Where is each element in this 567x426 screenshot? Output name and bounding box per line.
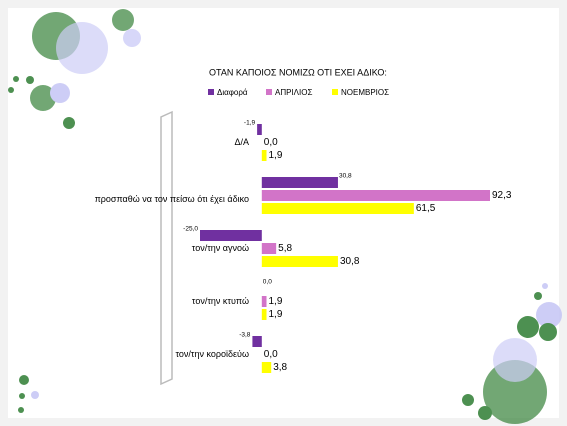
legend-swatch <box>266 89 272 95</box>
bar <box>261 243 277 254</box>
value-label: 1,9 <box>269 150 283 161</box>
legend-swatch <box>332 89 338 95</box>
legend-swatch <box>208 89 214 95</box>
value-label: 61,5 <box>416 203 436 214</box>
value-label: 30,8 <box>339 173 352 180</box>
legend-label: ΝΟΕΜΒΡΙΟΣ <box>341 88 389 97</box>
value-label: 1,9 <box>269 296 283 307</box>
bar <box>261 362 272 373</box>
decoration <box>8 9 562 424</box>
value-label: 0,0 <box>263 279 272 286</box>
bar <box>261 190 490 201</box>
legend-label: ΑΠΡΙΛΙΟΣ <box>275 88 312 97</box>
value-label: 0,0 <box>264 137 278 148</box>
value-label: 1,9 <box>269 309 283 320</box>
chart-title: ΟΤΑΝ ΚΑΠΟΙΟΣ ΝΟΜΙΖΩ ΟΤΙ ΕΧΕΙ ΑΔΙΚΟ: <box>209 67 387 77</box>
category-label: τον/την κτυπώ <box>192 296 249 306</box>
legend-label: Διαφορά <box>217 88 248 97</box>
category-label: Δ/Α <box>234 137 249 147</box>
bar <box>200 230 262 241</box>
category-label: προσπαθώ να τον πείσω ότι έχει άδικο <box>95 194 249 204</box>
category-label: τον/την αγνοώ <box>192 243 249 253</box>
value-label: 92,3 <box>492 190 512 201</box>
bar <box>261 177 338 188</box>
category-label: τον/την κοροϊδεύω <box>176 349 250 359</box>
bar <box>261 309 267 320</box>
bar <box>261 256 338 267</box>
value-label: -25,0 <box>183 226 198 233</box>
bar <box>257 124 262 135</box>
bar <box>261 203 414 214</box>
bar <box>261 150 267 161</box>
value-label: 5,8 <box>278 243 292 254</box>
value-label: -1,9 <box>244 120 256 127</box>
bar <box>252 336 262 347</box>
value-label: 30,8 <box>340 256 360 267</box>
bracket <box>160 110 173 386</box>
value-label: -3,8 <box>239 332 251 339</box>
value-label: 0,0 <box>264 349 278 360</box>
bar <box>261 296 267 307</box>
value-label: 3,8 <box>273 362 287 373</box>
